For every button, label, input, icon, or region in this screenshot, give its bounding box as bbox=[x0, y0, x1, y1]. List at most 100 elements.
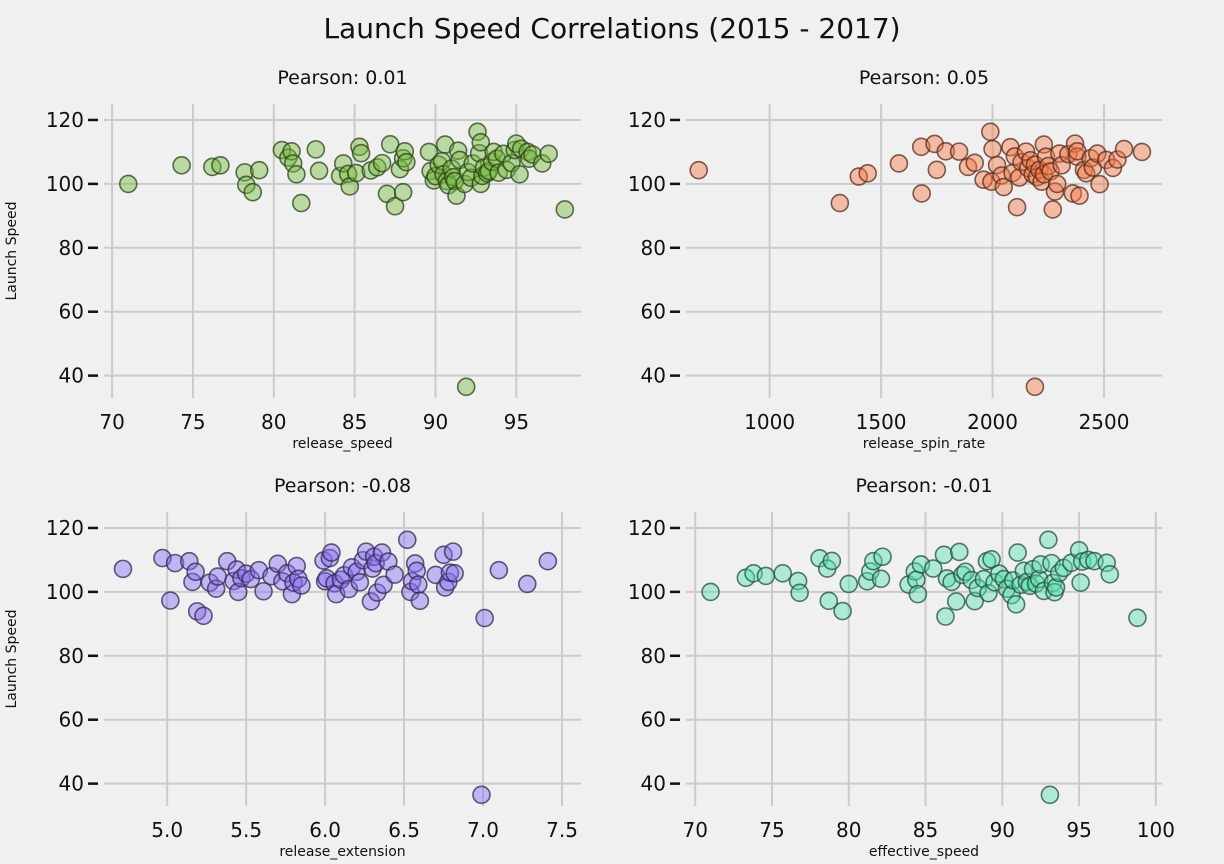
scatter-point bbox=[1047, 174, 1067, 194]
scatter-point bbox=[186, 562, 205, 582]
scatter-point bbox=[1097, 553, 1117, 573]
scatter-point bbox=[254, 581, 273, 601]
scatter-point bbox=[773, 564, 793, 583]
y-tick-label: 40 bbox=[641, 364, 666, 388]
scatter-point bbox=[936, 607, 955, 626]
scatter-point bbox=[979, 583, 998, 603]
scatter-point bbox=[211, 156, 230, 175]
scatter-point bbox=[756, 566, 776, 586]
scatter-point bbox=[1070, 186, 1089, 206]
scatter-point bbox=[983, 139, 1002, 159]
x-tick-label: 85 bbox=[913, 818, 938, 842]
x-tick-label: 2000 bbox=[967, 410, 1018, 434]
x-tick-label: 75 bbox=[180, 410, 205, 434]
scatter-point bbox=[833, 601, 852, 621]
scatter-point bbox=[468, 122, 487, 142]
x-tick-label: 75 bbox=[759, 818, 784, 842]
scatter-point bbox=[393, 182, 413, 202]
y-tick-label: 40 bbox=[59, 772, 84, 796]
x-tick-label: 1000 bbox=[744, 410, 795, 434]
y-tick-label: 100 bbox=[628, 580, 666, 604]
scatter-point bbox=[161, 591, 180, 610]
scatter-point bbox=[830, 193, 850, 213]
scatter-point bbox=[445, 564, 464, 583]
scatter-point bbox=[228, 582, 248, 602]
scatter-point bbox=[236, 175, 256, 195]
scatter-point bbox=[819, 591, 839, 611]
scatter-point bbox=[194, 606, 213, 626]
scatter-point bbox=[292, 576, 311, 595]
x-tick-label: 70 bbox=[99, 410, 124, 434]
subplot-title: Pearson: -0.08 bbox=[274, 475, 411, 497]
x-axis-label: release_spin_rate bbox=[863, 436, 985, 452]
scatter-point bbox=[172, 156, 191, 175]
scatter-panel-4: 40 60 80 100 120 70 75 80 85 90 95 100 Pearson: -0.0… bbox=[628, 475, 1175, 860]
scatter-point bbox=[1007, 197, 1027, 217]
scatter-points bbox=[118, 122, 575, 397]
x-tick-label: 7.5 bbox=[546, 818, 578, 842]
scatter-point bbox=[889, 154, 909, 173]
scatter-point bbox=[923, 559, 943, 578]
scatter-point bbox=[165, 553, 185, 573]
y-tick-label: 120 bbox=[46, 108, 84, 132]
scatter-point bbox=[1008, 543, 1027, 562]
scatter-point bbox=[994, 177, 1014, 197]
x-tick-label: 90 bbox=[990, 818, 1015, 842]
scatter-point bbox=[283, 154, 303, 173]
x-tick-label: 80 bbox=[261, 410, 286, 434]
x-tick-label: 70 bbox=[682, 818, 707, 842]
scatter-point bbox=[475, 608, 494, 628]
scatter-panel-1: 40 60 80 100 120 70 75 80 85 90 95 Pearson: 0.01 rel… bbox=[4, 67, 581, 452]
scatter-point bbox=[1043, 200, 1063, 219]
scatter-point bbox=[306, 140, 326, 159]
scatter-point bbox=[268, 554, 288, 574]
scatter-point bbox=[839, 574, 859, 594]
subplot-title: Pearson: -0.01 bbox=[855, 475, 992, 497]
scatter-point bbox=[243, 182, 263, 202]
scatter-point bbox=[860, 562, 880, 581]
x-axis-label: release_extension bbox=[279, 844, 405, 860]
scatter-point bbox=[953, 565, 972, 585]
scatter-point bbox=[1029, 569, 1049, 589]
scatter-point bbox=[472, 785, 491, 805]
y-tick-label: 80 bbox=[641, 644, 666, 668]
x-tick-label: 1500 bbox=[856, 410, 907, 434]
y-tick-label: 80 bbox=[59, 644, 84, 668]
scatter-point bbox=[118, 174, 138, 194]
scatter-point bbox=[539, 144, 558, 164]
scatter-point bbox=[517, 574, 537, 594]
scatter-point bbox=[981, 122, 1000, 142]
scatter-point bbox=[950, 542, 969, 562]
y-tick-label: 40 bbox=[641, 772, 666, 796]
scatter-point bbox=[987, 155, 1007, 175]
x-tick-label: 5.5 bbox=[230, 818, 262, 842]
scatter-point bbox=[249, 160, 269, 180]
subplot-grid: 40 60 80 100 120 70 75 80 85 90 95 Pearson: 0.01 rel… bbox=[4, 67, 1175, 860]
scatter-point bbox=[1025, 377, 1045, 397]
x-tick-label: 95 bbox=[504, 410, 529, 434]
scatter-points bbox=[113, 530, 558, 805]
y-tick-label: 80 bbox=[59, 236, 84, 260]
scatter-point bbox=[397, 530, 417, 550]
x-tick-label: 80 bbox=[836, 818, 861, 842]
scatter-point bbox=[208, 567, 228, 586]
scatter-point bbox=[291, 193, 311, 213]
scatter-point bbox=[927, 160, 947, 180]
scatter-point bbox=[227, 560, 246, 579]
scatter-point bbox=[936, 141, 956, 161]
scatter-point bbox=[309, 161, 329, 181]
scatter-panel-2: 40 60 80 100 120 1000 1500 2000 2500 Pearson: 0.0… bbox=[628, 67, 1162, 452]
scatter-point bbox=[555, 200, 575, 219]
scatter-points bbox=[701, 530, 1147, 805]
scatter-point bbox=[489, 560, 509, 580]
x-tick-label: 2500 bbox=[1079, 410, 1130, 434]
scatter-point bbox=[912, 184, 931, 203]
scatter-point bbox=[385, 565, 404, 584]
scatter-point bbox=[1006, 595, 1026, 614]
scatter-point bbox=[277, 564, 297, 583]
scatter-point bbox=[113, 559, 133, 579]
subplot-title: Pearson: 0.05 bbox=[859, 67, 989, 89]
scatter-point bbox=[334, 154, 353, 173]
y-tick-label: 60 bbox=[59, 708, 84, 732]
scatter-point bbox=[790, 583, 809, 603]
